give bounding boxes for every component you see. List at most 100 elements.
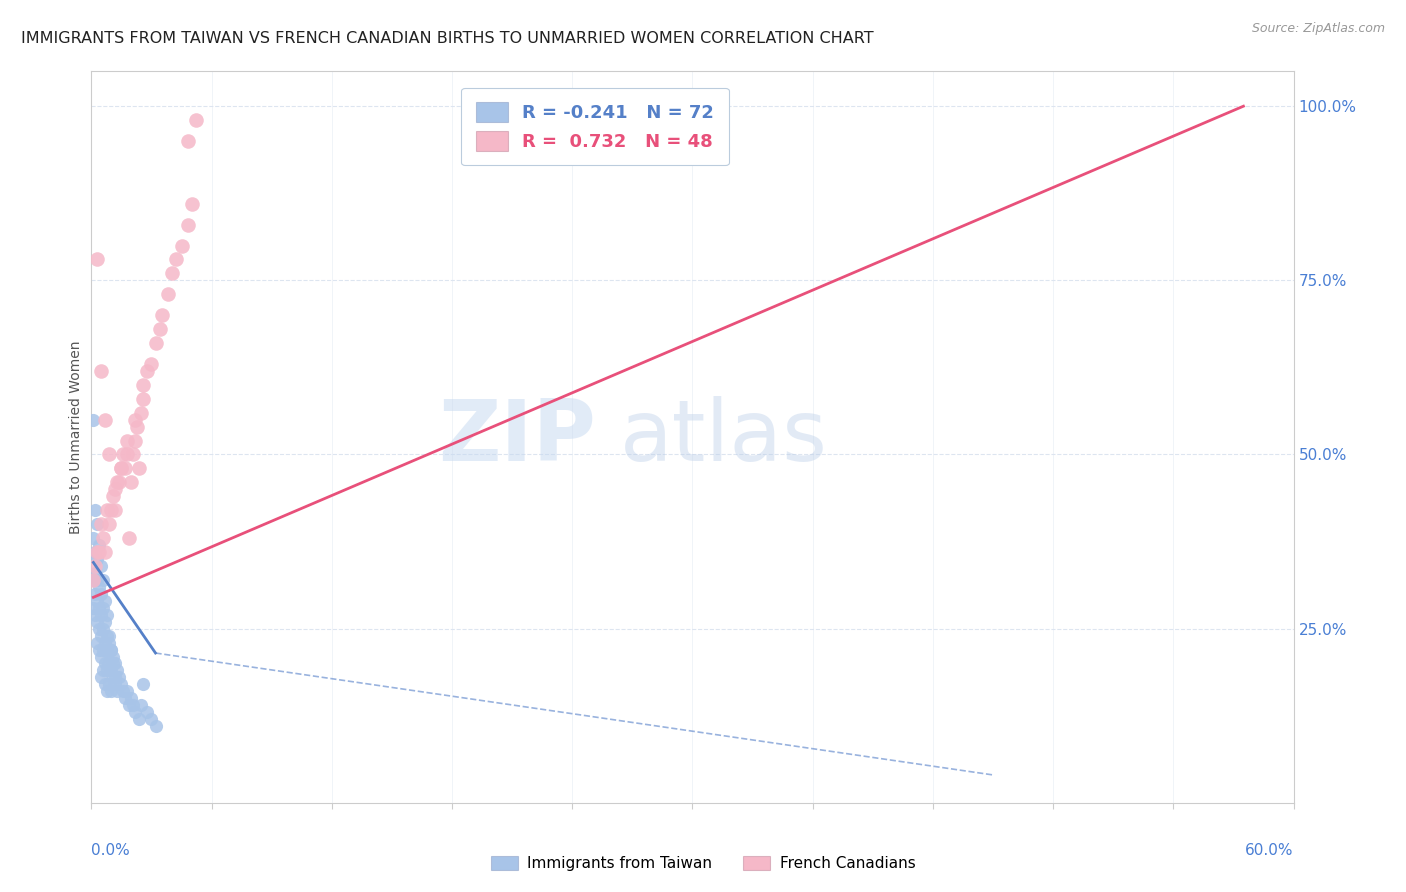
Point [122, 448, 145, 462]
Point [122, 698, 145, 713]
Point [117, 684, 139, 698]
Point [103, 657, 125, 671]
Point [89, 538, 111, 552]
Point [160, 266, 183, 280]
Point [84, 503, 107, 517]
Point [98, 657, 121, 671]
Point [104, 503, 127, 517]
Point [124, 705, 146, 719]
Point [84, 566, 107, 580]
Point [184, 113, 207, 128]
Text: atlas: atlas [620, 395, 828, 479]
Point [86, 545, 108, 559]
Point [103, 649, 125, 664]
Point [82, 600, 104, 615]
Point [100, 503, 122, 517]
Y-axis label: Births to Unmarried Women: Births to Unmarried Women [69, 341, 83, 533]
Point [96, 642, 118, 657]
Point [107, 475, 129, 490]
Point [110, 677, 132, 691]
Point [132, 377, 155, 392]
Point [86, 615, 108, 629]
Point [94, 677, 117, 691]
Point [86, 573, 108, 587]
Point [94, 657, 117, 671]
Point [131, 406, 153, 420]
Point [86, 552, 108, 566]
Point [89, 545, 111, 559]
Point [131, 698, 153, 713]
Text: IMMIGRANTS FROM TAIWAN VS FRENCH CANADIAN BIRTHS TO UNMARRIED WOMEN CORRELATION : IMMIGRANTS FROM TAIWAN VS FRENCH CANADIA… [21, 31, 873, 46]
Point [118, 698, 141, 713]
Point [176, 218, 198, 232]
Point [141, 357, 163, 371]
Point [89, 622, 111, 636]
Text: ZIP: ZIP [439, 395, 596, 479]
Point [94, 635, 117, 649]
Point [96, 503, 118, 517]
Point [100, 642, 122, 657]
Point [110, 461, 132, 475]
Point [104, 677, 127, 691]
Point [112, 448, 135, 462]
Point [96, 684, 118, 698]
Point [108, 670, 131, 684]
Point [103, 670, 125, 684]
Point [108, 475, 131, 490]
Point [82, 573, 104, 587]
Point [107, 684, 129, 698]
Point [86, 635, 108, 649]
Point [93, 531, 115, 545]
Point [145, 336, 167, 351]
Point [89, 642, 111, 657]
Point [156, 287, 179, 301]
Point [82, 531, 104, 545]
Point [100, 642, 122, 657]
Point [148, 322, 170, 336]
Point [86, 252, 108, 267]
Point [112, 684, 135, 698]
Point [98, 629, 121, 643]
Point [86, 517, 108, 532]
Point [98, 677, 121, 691]
Point [136, 364, 159, 378]
Point [84, 545, 107, 559]
Point [132, 677, 155, 691]
Point [150, 308, 173, 322]
Point [93, 600, 115, 615]
Point [121, 691, 143, 706]
Point [165, 252, 187, 267]
Point [86, 594, 108, 608]
Point [104, 670, 127, 684]
Text: 0.0%: 0.0% [91, 843, 131, 858]
Point [124, 434, 146, 448]
Point [176, 134, 198, 148]
Point [98, 448, 121, 462]
Point [82, 412, 104, 426]
Text: 60.0%: 60.0% [1246, 843, 1294, 858]
Point [145, 719, 167, 733]
Point [141, 712, 163, 726]
Point [84, 558, 107, 573]
Point [117, 434, 139, 448]
Point [96, 629, 118, 643]
Point [110, 461, 132, 475]
Point [90, 558, 112, 573]
Point [90, 629, 112, 643]
Point [84, 587, 107, 601]
Point [96, 664, 118, 678]
Point [132, 392, 155, 406]
Point [107, 664, 129, 678]
Point [128, 712, 150, 726]
Point [90, 364, 112, 378]
Legend: R = -0.241   N = 72, R =  0.732   N = 48: R = -0.241 N = 72, R = 0.732 N = 48 [461, 87, 728, 165]
Point [104, 483, 127, 497]
Point [90, 649, 112, 664]
Point [124, 412, 146, 426]
Point [90, 587, 112, 601]
Point [94, 594, 117, 608]
Point [94, 615, 117, 629]
Point [82, 573, 104, 587]
Point [90, 607, 112, 622]
Point [104, 657, 127, 671]
